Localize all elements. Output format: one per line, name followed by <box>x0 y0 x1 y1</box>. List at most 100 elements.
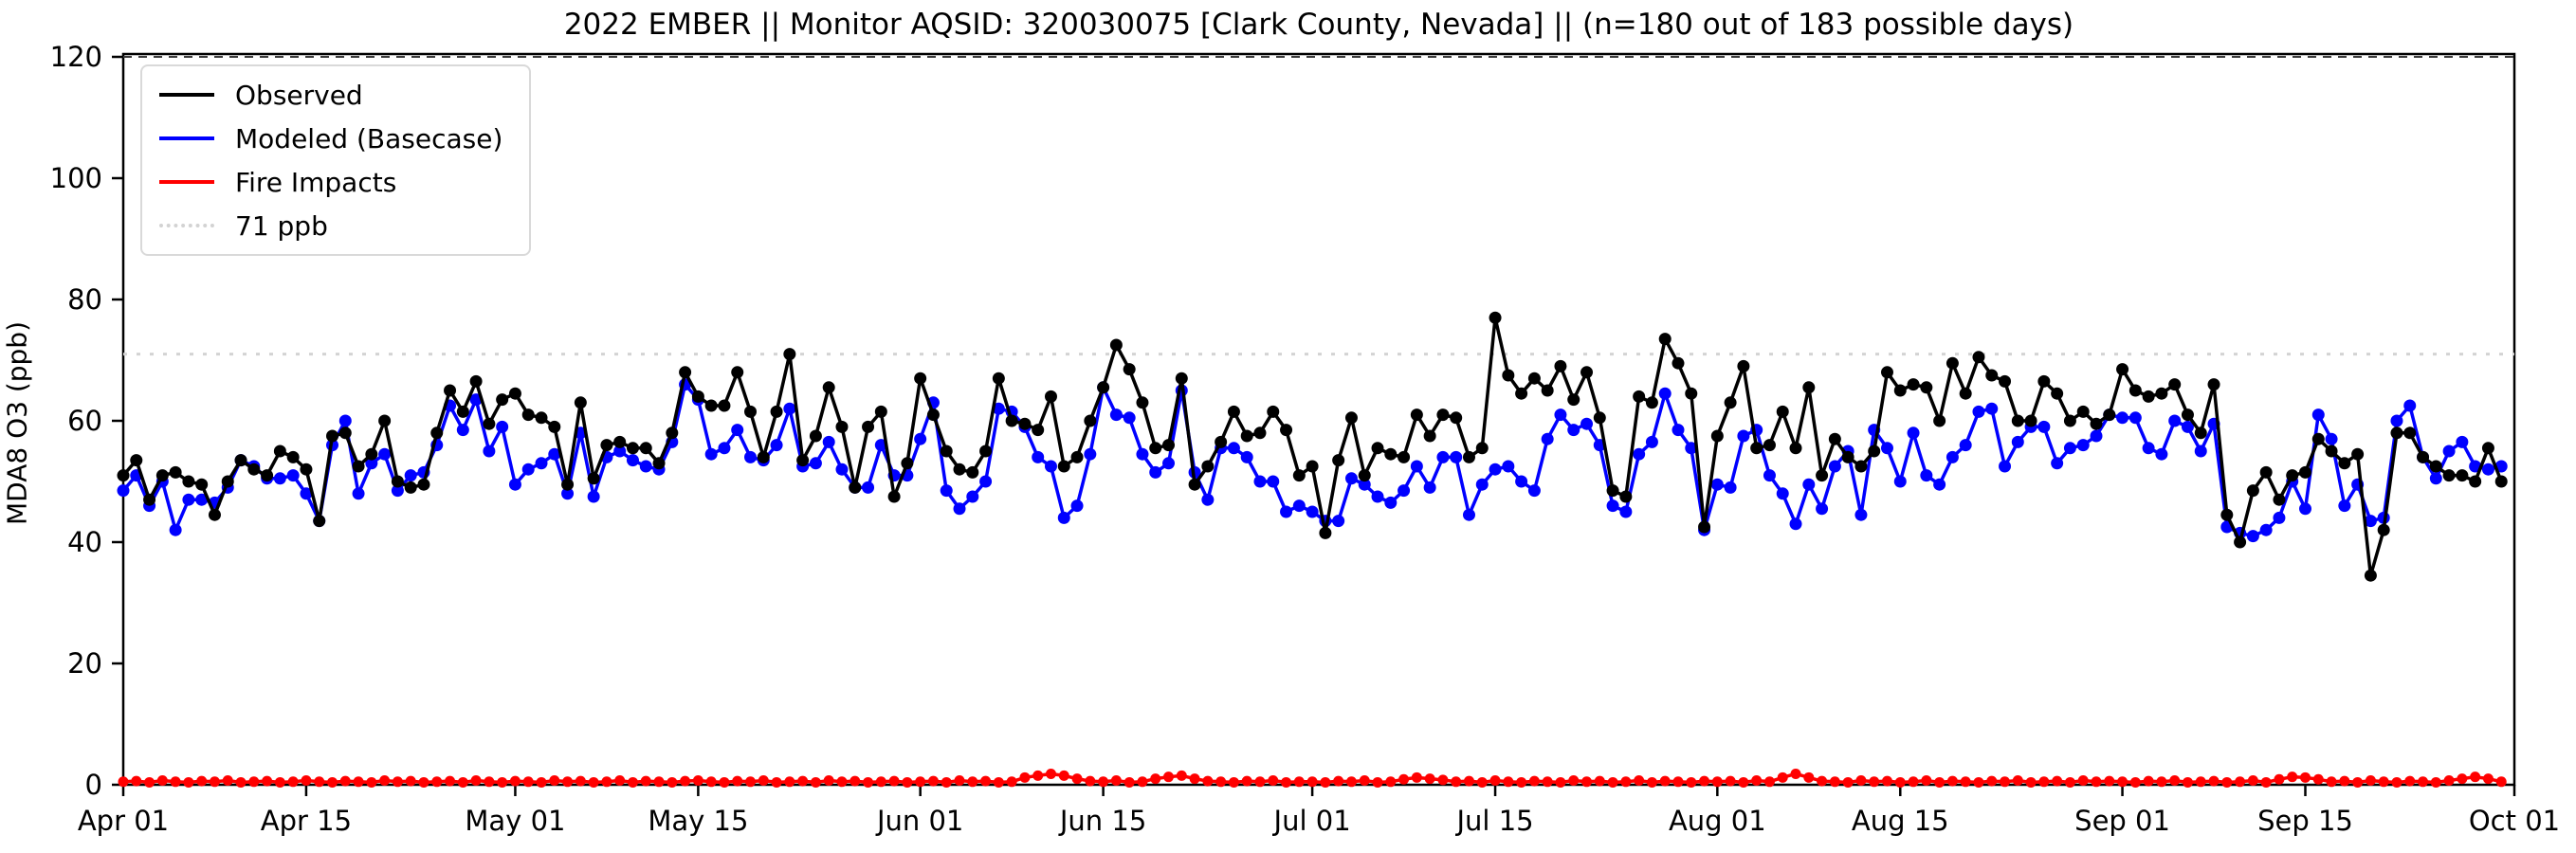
modeled-basecase--marker <box>718 442 731 455</box>
fire-impacts-marker <box>156 775 168 787</box>
observed-marker <box>1057 460 1070 473</box>
fire-impacts-marker <box>1894 776 1906 788</box>
observed-marker <box>1502 369 1515 382</box>
fire-impacts-marker <box>131 775 142 787</box>
fire-impacts-marker <box>2129 776 2141 788</box>
fire-impacts-marker <box>509 775 521 787</box>
fire-impacts-marker <box>902 776 913 788</box>
fire-impacts-marker <box>1751 775 1763 787</box>
x-tick-label: Apr 15 <box>261 805 352 837</box>
x-tick-label: Jun 15 <box>1058 805 1146 837</box>
modeled-basecase--marker <box>2090 429 2103 443</box>
observed-marker <box>731 366 744 379</box>
modeled-basecase--marker <box>639 460 652 473</box>
y-tick-label: 20 <box>67 647 102 680</box>
fire-impacts-marker <box>1189 773 1200 785</box>
modeled-basecase--marker <box>456 424 469 437</box>
observed-marker <box>195 478 209 491</box>
observed-marker <box>2403 426 2417 440</box>
observed-marker <box>796 454 810 467</box>
observed-marker <box>2246 484 2259 498</box>
observed-marker <box>234 454 247 467</box>
observed-marker <box>1946 356 1959 370</box>
modeled-basecase--marker <box>2298 502 2311 516</box>
fire-impacts-marker <box>758 775 769 787</box>
observed-marker <box>1175 372 1188 385</box>
fire-impacts-marker <box>915 776 926 788</box>
modeled-basecase--marker <box>1619 505 1633 518</box>
modeled-basecase--marker <box>1959 439 1972 452</box>
observed-marker <box>1658 333 1672 346</box>
fire-impacts-marker <box>1699 775 1710 787</box>
modeled-basecase--marker <box>862 481 875 494</box>
fire-impacts-marker <box>2260 776 2272 788</box>
modeled-basecase--marker <box>404 469 417 482</box>
observed-marker <box>1959 387 1972 400</box>
fire-impacts-marker <box>1333 775 1344 787</box>
modeled-basecase--marker <box>1057 511 1070 524</box>
modeled-basecase--marker <box>2246 530 2259 543</box>
modeled-basecase--marker <box>1737 429 1750 443</box>
fire-impacts-marker <box>1320 776 1331 788</box>
observed-marker <box>862 420 875 433</box>
fire-impacts-marker <box>614 775 626 787</box>
fire-impacts-marker <box>967 776 978 788</box>
legend-item-modeled: Modeled (Basecase) <box>159 121 502 155</box>
observed-marker <box>1384 447 1398 461</box>
fire-impacts-marker <box>1829 776 1840 788</box>
modeled-basecase--marker <box>1763 469 1776 482</box>
observed-marker <box>1410 408 1423 422</box>
fire-impacts-marker <box>680 775 691 787</box>
modeled-basecase--marker <box>1999 460 2012 473</box>
fire-impacts-marker <box>863 776 874 788</box>
modeled-basecase--marker <box>1920 469 1933 482</box>
observed-marker <box>2286 469 2299 482</box>
fire-impacts-marker <box>2077 775 2089 787</box>
fire-impacts-marker <box>1568 775 1580 787</box>
observed-marker <box>404 481 417 494</box>
observed-marker <box>639 442 652 455</box>
observed-marker <box>2234 535 2247 549</box>
observed-marker <box>849 481 862 494</box>
modeled-basecase--marker <box>1253 475 1267 488</box>
observed-marker <box>2351 447 2365 461</box>
fire-line-swatch <box>159 180 214 184</box>
modeled-basecase--marker <box>704 447 718 461</box>
y-tick-label: 100 <box>50 162 102 194</box>
modeled-basecase--marker <box>1828 460 1841 473</box>
modeled-basecase--marker <box>613 445 627 458</box>
observed-marker <box>652 457 666 470</box>
observed-marker <box>286 450 300 463</box>
observed-marker <box>2051 387 2064 400</box>
fire-impacts-marker <box>2391 776 2402 788</box>
fire-impacts-marker <box>1881 775 1892 787</box>
x-tick-label: Sep 15 <box>2257 805 2353 837</box>
fire-impacts-marker <box>353 776 364 788</box>
fire-impacts-marker <box>522 776 534 788</box>
fire-impacts-marker <box>627 776 638 788</box>
fire-impacts-marker <box>941 776 952 788</box>
modeled-basecase--marker <box>953 502 966 516</box>
observed-marker <box>822 381 835 394</box>
modeled-basecase--marker <box>352 487 365 500</box>
fire-impacts-marker <box>1973 776 1984 788</box>
observed-marker <box>1593 411 1606 425</box>
observed-marker <box>1841 450 1854 463</box>
fire-impacts-marker <box>2000 776 2011 788</box>
observed-marker <box>2116 363 2129 376</box>
x-tick-label: May 01 <box>465 805 565 837</box>
fire-impacts-marker <box>1150 773 1161 785</box>
modeled-basecase--marker <box>2168 414 2182 427</box>
observed-marker <box>2429 460 2442 473</box>
modeled-basecase--marker <box>2481 463 2494 476</box>
modeled-basecase--marker <box>2325 432 2338 445</box>
fire-impacts-marker <box>653 776 665 788</box>
modeled-basecase--marker <box>2390 414 2403 427</box>
fire-impacts-marker <box>1528 775 1540 787</box>
fire-impacts-marker <box>1921 775 1932 787</box>
observed-marker <box>1515 387 1528 400</box>
observed-marker <box>378 414 392 427</box>
modeled-basecase--marker <box>1462 508 1475 521</box>
observed-marker <box>1880 366 1893 379</box>
modeled-basecase--marker <box>2311 408 2325 422</box>
